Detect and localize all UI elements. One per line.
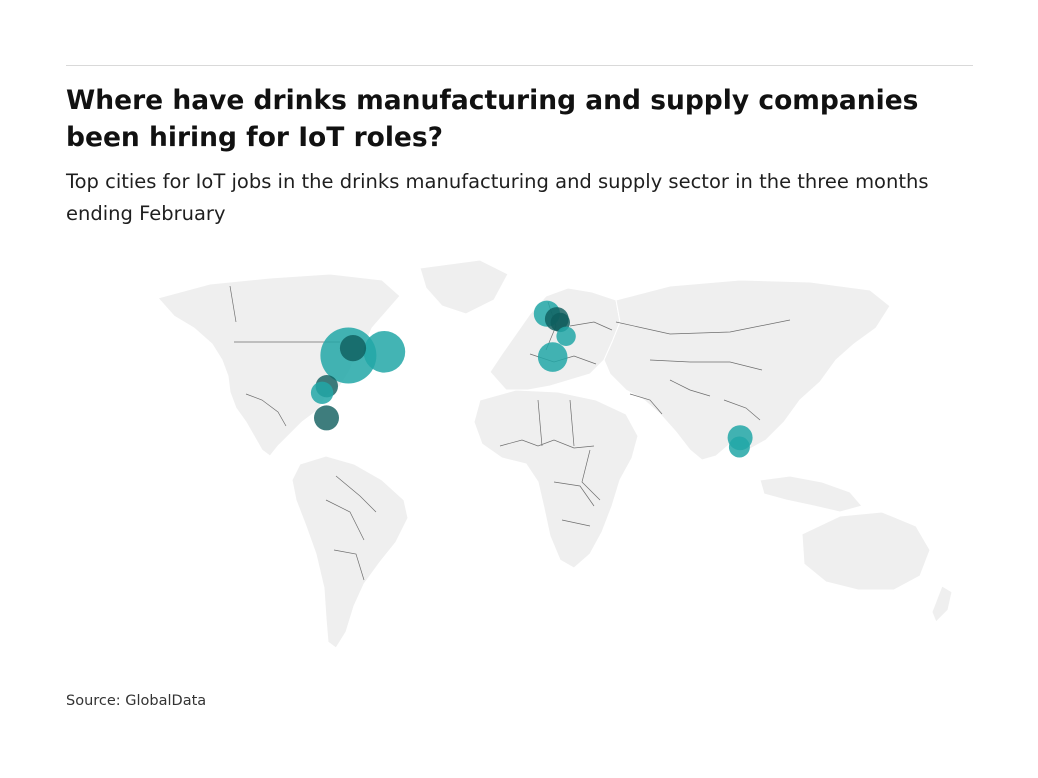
new-zealand [931, 585, 953, 623]
chart-title: Where have drinks manufacturing and supp… [66, 85, 919, 153]
world-map [157, 259, 953, 649]
city-bubble [314, 405, 339, 431]
country-borders [229, 285, 791, 581]
south-america [291, 455, 409, 649]
city-bubbles [310, 300, 753, 458]
europe [489, 287, 621, 391]
top-divider [66, 65, 973, 66]
city-bubble [728, 436, 750, 458]
greenland [419, 259, 509, 315]
africa [473, 389, 639, 569]
city-bubble [363, 331, 406, 373]
source-note: Source: GlobalData [66, 693, 207, 709]
city-bubble [310, 381, 334, 404]
city-bubble [556, 326, 576, 346]
north-america [157, 273, 401, 457]
chart-subtitle: Top cities for IoT jobs in the drinks ma… [66, 170, 929, 225]
australia [801, 511, 931, 591]
city-bubble [537, 342, 568, 372]
city-bubble [339, 335, 367, 362]
landmasses [157, 259, 953, 649]
maritime-southeast-asia [759, 475, 863, 513]
